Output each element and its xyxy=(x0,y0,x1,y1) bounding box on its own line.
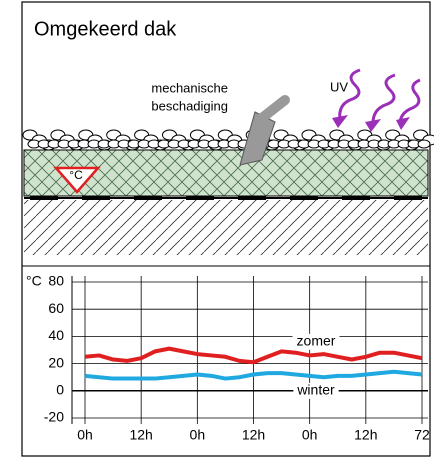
y-tick-label: 80 xyxy=(48,273,64,289)
damage-label: beschadiging xyxy=(151,98,228,113)
membrane xyxy=(238,196,266,200)
membrane xyxy=(394,196,422,200)
roof-illustration: °C mechanische beschadiging UV xyxy=(22,68,434,255)
x-tick-label: 0h xyxy=(302,427,318,443)
legend-label: zomer xyxy=(297,333,336,349)
membrane xyxy=(82,196,110,200)
legend-label: winter xyxy=(296,382,335,398)
y-tick-label: 0 xyxy=(56,382,64,398)
stone xyxy=(417,139,431,149)
frame xyxy=(21,1,431,457)
x-tick-label: 0h xyxy=(77,427,93,443)
uv-label: UV xyxy=(330,79,348,94)
y-tick-label: 20 xyxy=(48,354,64,370)
x-tick-label: 0h xyxy=(190,427,206,443)
title: Omgekeerd dak xyxy=(34,18,177,40)
y-tick-label: 60 xyxy=(48,300,64,316)
temp-icon xyxy=(53,166,101,194)
line-series xyxy=(84,346,423,365)
membrane xyxy=(342,196,370,200)
x-tick-label: 12h xyxy=(242,427,265,443)
y-label: °C xyxy=(26,273,42,289)
damage-label: mechanische xyxy=(151,80,228,95)
membrane xyxy=(186,196,214,200)
membrane xyxy=(290,196,318,200)
legend-bg xyxy=(292,333,340,350)
line-series xyxy=(84,369,423,381)
x-tick-label: 72 xyxy=(414,427,430,443)
concrete xyxy=(24,200,428,255)
x-tick-label: 12h xyxy=(129,427,152,443)
membrane xyxy=(30,196,58,200)
x-tick-label: 12h xyxy=(354,427,377,443)
membrane xyxy=(134,196,162,200)
legend-bg xyxy=(293,382,339,399)
y-tick-label: 40 xyxy=(48,327,64,343)
temp-symbol: °C xyxy=(69,168,83,182)
y-tick-label: -20 xyxy=(44,409,64,425)
insulation xyxy=(23,149,429,197)
